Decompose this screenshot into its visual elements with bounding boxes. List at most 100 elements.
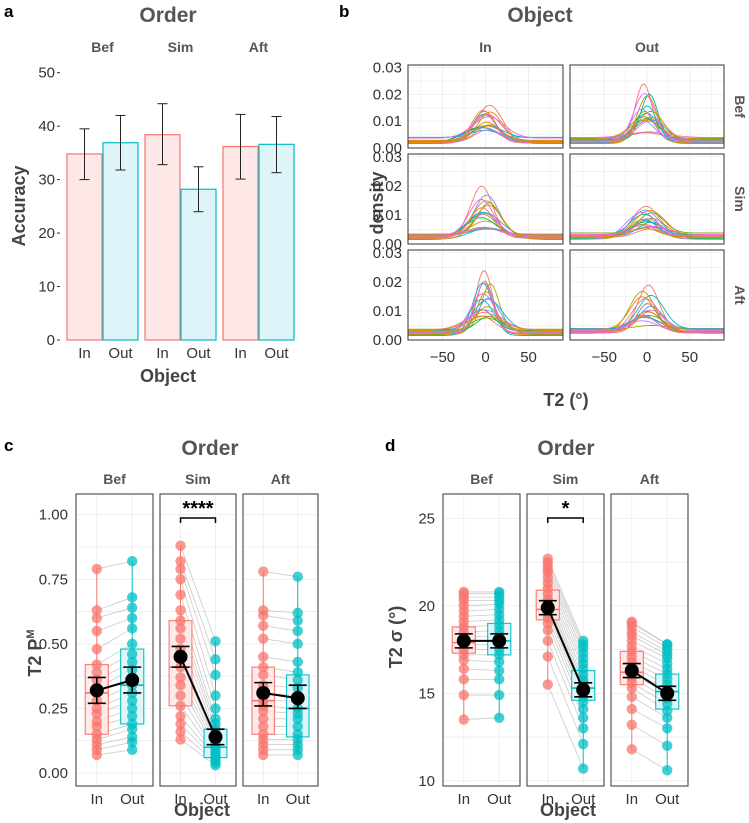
panel-d-facet-label: Aft (640, 471, 660, 487)
panel-a-xtick-label: In (234, 345, 247, 362)
panel-c-paired-line (180, 568, 216, 676)
panel-a-ytick-label: 0 (47, 332, 55, 349)
panel-d-mean-point (660, 686, 675, 701)
panel-c-title: Order (181, 437, 238, 460)
panel-c-data-point (127, 656, 138, 668)
panel-c-paired-line (180, 545, 216, 642)
panel-b-col-facet-label: In (479, 39, 491, 55)
panel-d-data-point (542, 679, 553, 690)
panel-d-data-point (626, 616, 637, 627)
panel-d-data-point (626, 744, 637, 755)
panel-b-density-curve (570, 218, 724, 237)
panel-c-significance-bracket (179, 517, 217, 523)
panel-c-data-point (127, 744, 138, 756)
panel-d-data-point (542, 553, 553, 564)
panel-c-xlabel: Object (174, 800, 230, 820)
panel-c-data-point (127, 612, 138, 624)
panel-c-mean-point (89, 683, 104, 698)
panel-c-data-point (258, 721, 269, 732)
panel-b-facet-border (569, 249, 725, 341)
panel-c-data-point (258, 661, 269, 673)
panel-b-density-curve (408, 207, 563, 239)
panel-d-data-point (662, 639, 673, 650)
panel-d-significance-label: * (562, 498, 570, 520)
panel-c-data-point (91, 729, 102, 740)
panel-c-mean-point (173, 649, 188, 664)
panel-d-paired-line (631, 748, 668, 771)
panel-c-data-point (210, 703, 221, 714)
panel-c-data-point (258, 633, 269, 644)
panel-b-ylabel: density (367, 171, 387, 234)
panel-b-ytick-label: 0.01 (373, 303, 402, 320)
panel-c-data-point (127, 602, 138, 613)
panel-c-ytick-label: 0.25 (39, 700, 68, 717)
panel-d-mean-point (492, 633, 507, 648)
panel-c-data-point (91, 643, 102, 655)
panel-b-density-curve (570, 225, 724, 236)
panel-d-significance-bracket (547, 517, 584, 523)
panel-d-data-point (494, 665, 505, 676)
panel-b-density-curve (408, 212, 563, 238)
panel-d-mean-point (576, 682, 591, 697)
panel-b-density-curve (408, 204, 563, 240)
panel-b-density-curve (408, 282, 563, 336)
panel-c-data-point (175, 726, 186, 737)
panel-d-paired-line (547, 640, 584, 729)
panel-c-data-point (292, 721, 303, 732)
panel-b-ytick-label: 0.02 (373, 178, 402, 195)
panel-c-facet-label: Aft (271, 471, 291, 487)
panel-b-ytick-label: 0.03 (373, 60, 402, 77)
panel-b-density-curve (570, 221, 724, 240)
panel-d-ytick-label: 25 (418, 510, 435, 527)
panel-b-density-curve (408, 317, 563, 336)
panel-c-facet-bg (76, 494, 153, 786)
panel-c-paired-line (96, 643, 133, 665)
panel-c-data-point (127, 703, 138, 714)
panel-c-data-point (292, 674, 303, 686)
panel-c-data-point (175, 574, 186, 585)
panel-a-facet-label: Sim (168, 39, 194, 55)
panel-c-data-point (91, 659, 102, 670)
panel-b-density-curve (570, 131, 724, 138)
panel-c-data-point (127, 592, 138, 603)
panel-c-data-point (91, 605, 102, 616)
panel-d-data-point (662, 765, 673, 776)
panel-c-data-point (91, 563, 102, 575)
panel-d-paired-line (547, 562, 584, 645)
panel-c-paired-line (96, 728, 133, 740)
panel-a-bar-aft-out (258, 143, 295, 341)
panel-b-density-curve (408, 293, 563, 333)
panel-a-xtick-label: Out (264, 345, 289, 362)
panel-c-data-point (127, 695, 138, 706)
panel-a-ytick-label: 40 (38, 118, 55, 135)
panel-d-data-point (494, 674, 505, 685)
panel-c-mean-point (256, 685, 271, 700)
panel-b-ytick-label: 0.03 (373, 245, 402, 262)
panel-c-ylabel-sup: M (25, 629, 37, 638)
panel-c-data-point (292, 729, 303, 740)
panel-d-ytick-label: 15 (418, 685, 435, 702)
panel-a-xtick-label: In (156, 345, 169, 362)
panel-c-data-point (175, 718, 186, 730)
panel-b-density-curve (408, 125, 563, 143)
panel-c-paired-line (180, 739, 216, 766)
panel-label-a: a (4, 2, 14, 21)
panel-d-facet-label: Bef (470, 471, 493, 487)
panel-c-data-point (91, 667, 102, 678)
panel-c-facet-border (75, 493, 154, 787)
panel-label-d: d (385, 436, 395, 455)
panel-b-density-curve (570, 225, 724, 236)
panel-b-density-curve (570, 227, 724, 238)
panel-b-ytick-label: 0.00 (373, 332, 402, 349)
panel-c-data-point (210, 669, 221, 681)
panel-a-ytick-label: 50 (38, 65, 55, 82)
panel-c-xtick-label: Out (203, 791, 228, 808)
panel-c-data-point (175, 734, 186, 745)
panel-c-data-point (175, 623, 186, 634)
panel-c-data-point (258, 605, 269, 616)
panel-b-density-curve (408, 127, 563, 142)
panel-c-data-point (175, 615, 186, 626)
panel-b-ytick-label: 0.02 (373, 274, 402, 291)
panel-a-ylabel: Accuracy (9, 165, 29, 246)
panel-d-data-point (458, 714, 469, 725)
